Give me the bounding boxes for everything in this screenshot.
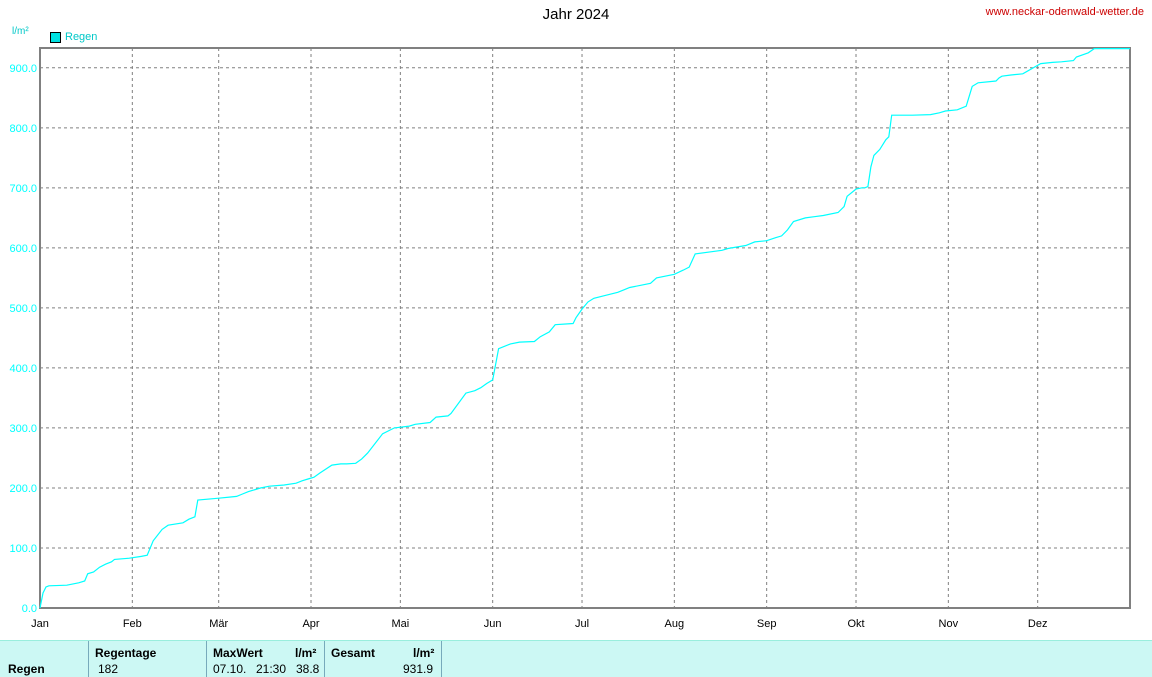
y-tick-label: 900.0 bbox=[9, 63, 37, 75]
y-tick-label: 800.0 bbox=[9, 123, 37, 135]
y-tick-label: 400.0 bbox=[9, 363, 37, 375]
x-tick-label: Mai bbox=[391, 618, 409, 630]
stats-row-label: Regen bbox=[8, 662, 45, 676]
legend-label: Regen bbox=[65, 31, 98, 43]
site-url[interactable]: www.neckar-odenwald-wetter.de bbox=[985, 6, 1144, 18]
x-tick-label: Jul bbox=[575, 618, 589, 630]
legend-swatch-icon bbox=[50, 31, 61, 43]
x-tick-label: Dez bbox=[1028, 618, 1048, 630]
gesamt-header: Gesamt bbox=[331, 646, 376, 660]
x-tick-label: Mär bbox=[209, 618, 228, 630]
y-tick-label: 100.0 bbox=[9, 543, 37, 555]
y-tick-label: 300.0 bbox=[9, 423, 37, 435]
gesamt-cell: Gesamt l/m² 931.9 bbox=[324, 641, 442, 677]
y-tick-label: 0.0 bbox=[22, 603, 37, 615]
regentage-cell: Regentage 182 bbox=[88, 641, 206, 677]
gesamt-unit: l/m² bbox=[413, 646, 435, 660]
y-axis-unit: l/m² bbox=[12, 26, 29, 37]
plot-frame bbox=[39, 47, 1131, 609]
x-tick-label: Aug bbox=[665, 618, 685, 630]
x-tick-label: Nov bbox=[939, 618, 959, 630]
regentage-value: 182 bbox=[98, 662, 119, 676]
rain-chart: 0.0 100.0 200.0 300.0 400.0 500.0 600.0 700.0 80… bbox=[9, 47, 1131, 630]
stats-bar: Regen Regentage 182 MaxWert l/m² 07.10. … bbox=[0, 640, 1152, 677]
maxwert-date: 07.10. bbox=[213, 662, 247, 676]
x-tick-label: Sep bbox=[757, 618, 777, 630]
maxwert-header: MaxWert bbox=[213, 646, 263, 660]
gesamt-value: 931.9 bbox=[403, 662, 434, 676]
regentage-header: Regentage bbox=[95, 646, 157, 660]
maxwert-unit: l/m² bbox=[295, 646, 317, 660]
x-tick-label: Feb bbox=[123, 618, 142, 630]
x-tick-label: Jun bbox=[484, 618, 502, 630]
y-tick-label: 200.0 bbox=[9, 483, 37, 495]
maxwert-value: 38.8 bbox=[296, 662, 320, 676]
maxwert-time: 21:30 bbox=[256, 662, 287, 676]
maxwert-cell: MaxWert l/m² 07.10. 21:30 38.8 bbox=[206, 641, 324, 677]
series-line-regen bbox=[39, 47, 1130, 609]
y-tick-label: 700.0 bbox=[9, 183, 37, 195]
legend: Regen bbox=[50, 31, 97, 43]
x-tick-label: Okt bbox=[847, 618, 864, 630]
x-tick-label: Jan bbox=[31, 618, 49, 630]
y-tick-label: 600.0 bbox=[9, 243, 37, 255]
x-tick-label: Apr bbox=[302, 618, 319, 630]
chart-title: Jahr 2024 bbox=[542, 6, 610, 23]
y-tick-label: 500.0 bbox=[9, 303, 37, 315]
